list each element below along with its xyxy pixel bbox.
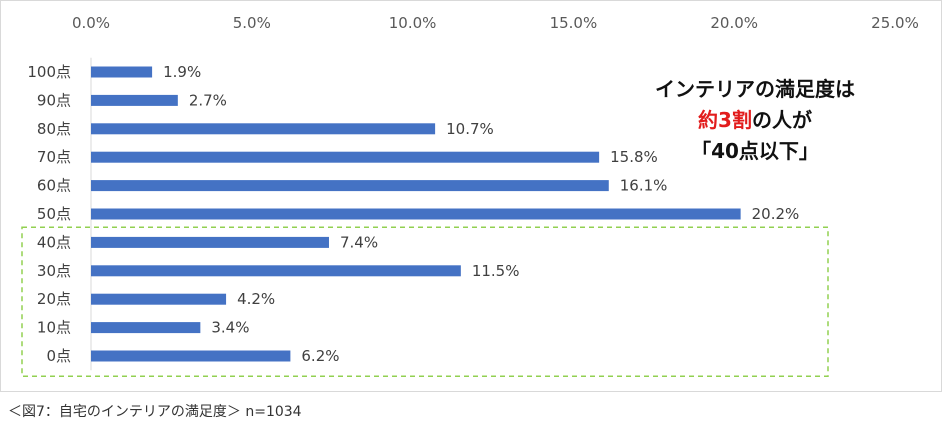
x-tick-label: 15.0% (550, 14, 598, 32)
category-label: 70点 (37, 148, 71, 166)
bar (91, 293, 227, 305)
bar (91, 322, 201, 334)
callout-line-1: インテリアの満足度は (655, 77, 855, 101)
callout-line-3: 「40点以下」 (691, 139, 819, 163)
x-tick-label: 0.0% (72, 14, 110, 32)
callout-text: インテリアの満足度は 約3割の人が 「40点以下」 (610, 74, 900, 167)
bar-chart: 0.0% 5.0% 10.0% 15.0% 20.0% 25.0% 100点 90点 80点 7… (21, 14, 919, 377)
data-label: 10.7% (446, 120, 494, 138)
bar (91, 180, 609, 192)
callout-line-2: 約3割の人が (610, 105, 900, 136)
x-tick-label: 20.0% (710, 14, 758, 32)
chart-frame: 0.0% 5.0% 10.0% 15.0% 20.0% 25.0% 100点 90点 80点 7… (0, 0, 942, 392)
category-label: 20点 (37, 290, 71, 308)
data-label: 11.5% (472, 262, 520, 280)
bar (91, 265, 461, 277)
bar (91, 208, 741, 220)
figure-caption: ＜図7：自宅のインテリアの満足度＞ n=1034 (8, 404, 302, 420)
category-label: 10点 (37, 319, 71, 337)
bar (91, 66, 153, 78)
category-labels: 100点 90点 80点 70点 60点 50点 40点 30点 20点 10点 0点 (27, 63, 71, 365)
callout-line-2-rest: の人が (751, 108, 812, 132)
data-label: 6.2% (301, 347, 339, 365)
bar (91, 123, 436, 135)
data-label: 15.8% (610, 148, 658, 166)
bar (91, 350, 291, 362)
bars (91, 66, 741, 362)
category-label: 60点 (37, 177, 71, 195)
category-label: 40点 (37, 233, 71, 251)
category-label: 100点 (27, 63, 71, 81)
x-tick-label: 10.0% (389, 14, 437, 32)
data-label: 20.2% (752, 205, 800, 223)
category-label: 80点 (37, 120, 71, 138)
x-tick-label: 25.0% (871, 14, 919, 32)
data-label: 3.4% (211, 319, 249, 337)
bar (91, 94, 178, 106)
x-tick-label: 5.0% (233, 14, 271, 32)
data-label: 2.7% (189, 91, 227, 109)
data-label: 16.1% (620, 177, 668, 195)
x-axis-ticks: 0.0% 5.0% 10.0% 15.0% 20.0% 25.0% (72, 14, 919, 32)
data-label: 7.4% (340, 233, 378, 251)
callout-highlight: 約3割 (698, 108, 752, 132)
category-label: 90点 (37, 91, 71, 109)
bar (91, 151, 600, 163)
bar (91, 236, 329, 248)
category-label: 0点 (46, 347, 71, 365)
category-label: 30点 (37, 262, 71, 280)
data-label: 4.2% (237, 290, 275, 308)
data-label: 1.9% (163, 63, 201, 81)
category-label: 50点 (37, 205, 71, 223)
data-labels: 1.9% 2.7% 10.7% 15.8% 16.1% 20.2% 7.4% 11.5% 4.2… (163, 63, 799, 365)
